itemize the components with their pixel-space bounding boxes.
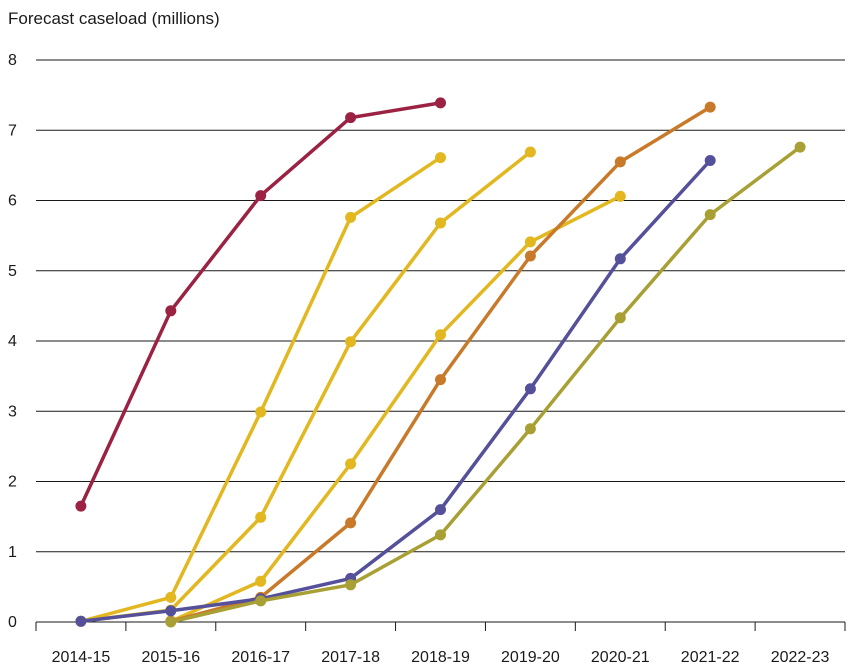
series-5 [165, 101, 716, 627]
series-2 [75, 152, 446, 627]
data-point [165, 305, 177, 317]
data-point [75, 500, 87, 512]
data-point [255, 575, 267, 587]
data-point [345, 336, 357, 348]
data-point [345, 211, 357, 223]
data-point [75, 615, 87, 627]
series-6 [75, 155, 716, 627]
y-tick-label: 2 [8, 474, 17, 491]
x-tick-label: 2018-19 [411, 649, 470, 666]
series-line [169, 145, 802, 624]
y-tick-label: 0 [8, 614, 17, 631]
x-tick-label: 2015-16 [141, 649, 200, 666]
data-point [524, 250, 536, 262]
data-point [345, 579, 357, 591]
data-point [524, 423, 536, 435]
data-point [524, 383, 536, 395]
data-point [435, 374, 446, 386]
x-axis: 2014-15 2015-16 2016-17 2017-18 2018-19 2019-… [35, 622, 846, 666]
data-point [345, 517, 357, 529]
chart-title: Forecast caseload (millions) [8, 9, 220, 28]
series-line [79, 101, 443, 508]
y-tick-label: 5 [8, 263, 17, 280]
data-point [255, 406, 267, 418]
gridlines [36, 59, 845, 623]
data-point [435, 329, 446, 341]
data-point [255, 190, 267, 202]
series-line [169, 105, 712, 624]
data-point [794, 141, 806, 153]
x-tick-label: 2019-20 [501, 649, 560, 666]
data-point [345, 112, 357, 124]
data-point [614, 190, 626, 202]
data-point [614, 156, 626, 168]
data-point [165, 591, 177, 603]
series-1 [75, 97, 446, 512]
data-point [524, 236, 536, 248]
data-point [435, 529, 446, 541]
y-tick-label: 1 [8, 544, 17, 561]
x-tick-label: 2014-15 [52, 649, 111, 666]
x-tick-label: 2017-18 [321, 649, 380, 666]
data-point [255, 595, 267, 607]
series-3 [75, 146, 536, 627]
y-tick-label: 4 [8, 333, 17, 350]
y-tick-label: 3 [8, 403, 17, 420]
series-7 [165, 141, 806, 628]
data-point [255, 511, 267, 523]
data-point [614, 253, 626, 265]
data-point [704, 209, 716, 221]
y-tick-label: 8 [8, 52, 17, 69]
series-line [79, 150, 533, 624]
data-point [704, 101, 716, 113]
x-tick-label: 2016-17 [231, 649, 290, 666]
data-point [704, 155, 716, 166]
series-group [75, 97, 806, 628]
x-tick-label: 2020-21 [591, 649, 650, 666]
x-tick-label: 2021-22 [681, 649, 740, 666]
data-point [165, 605, 177, 617]
data-point [165, 616, 177, 628]
series-line [79, 158, 712, 624]
series-line [169, 194, 623, 624]
y-tick-label: 6 [8, 193, 17, 210]
data-point [435, 152, 446, 164]
data-point [435, 217, 446, 229]
data-point [345, 458, 357, 470]
x-tick-label: 2022-23 [771, 649, 830, 666]
data-point [524, 146, 536, 158]
data-point [614, 312, 626, 324]
data-point [435, 504, 446, 516]
data-point [435, 97, 446, 109]
y-axis-tick-labels: 0 1 2 3 4 5 6 7 8 [8, 52, 17, 631]
y-tick-label: 7 [8, 122, 17, 139]
